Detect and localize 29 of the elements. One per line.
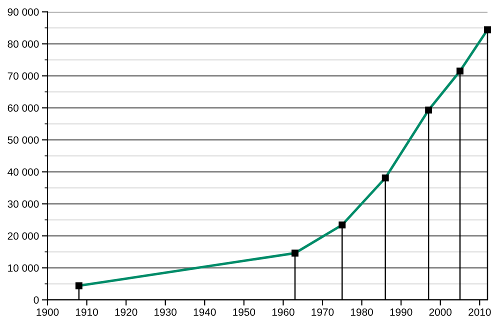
y-tick-label: 80 000	[8, 40, 39, 48]
point	[75, 282, 82, 290]
x-tick-label: 1940	[194, 308, 216, 316]
point	[382, 174, 389, 182]
x-tick-label: 1970	[312, 308, 334, 316]
x-tick-label: 2000	[429, 308, 452, 316]
x-tick-label: 1950	[233, 308, 256, 316]
point	[292, 250, 298, 257]
point	[484, 26, 491, 34]
x-tick-label: 1980	[350, 308, 373, 316]
y-tick-label: 60 000	[8, 104, 39, 112]
x-tick-label: 1910	[76, 308, 98, 316]
x-tick-label: 1900	[36, 308, 59, 316]
y-tick-label: 40 000	[8, 168, 39, 176]
y-tick-label: 30 000	[8, 200, 39, 208]
x-tick-label: 1990	[390, 308, 412, 316]
x-tick-label: 1960	[272, 308, 294, 316]
point	[456, 68, 464, 75]
y-tick-label: 90 000	[8, 8, 39, 16]
point	[425, 106, 432, 114]
x-tick-label: 2010	[468, 308, 491, 316]
y-tick-label: 50 000	[8, 136, 39, 144]
point	[338, 221, 346, 228]
x-tick-label: 1930	[154, 308, 177, 316]
y-tick-label: 10 000	[8, 264, 39, 272]
y-tick-label: 20 000	[8, 232, 39, 240]
x-tick-label: 1920	[115, 308, 138, 316]
y-tick-label: 70 000	[8, 72, 39, 80]
y-tick-label: 0	[34, 296, 39, 304]
